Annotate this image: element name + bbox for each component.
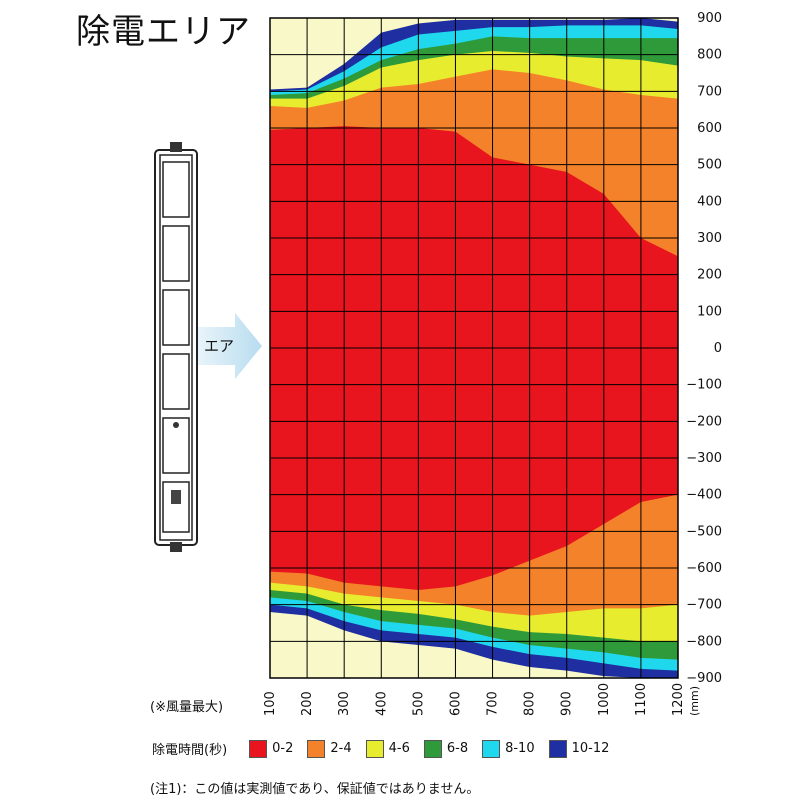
- y-tick-label: 0: [714, 341, 722, 356]
- y-tick-label: 700: [697, 84, 722, 99]
- legend: 除電時間(秒) 0-2 2-4 4-6 6-8 8-10 10-12: [152, 739, 623, 758]
- y-tick-label: 800: [697, 48, 722, 63]
- y-tick-label: 500: [697, 158, 722, 173]
- y-axis-ticks: 900 800 700 600 500 400 300 200 100 0 −100 −200 −300…: [686, 11, 722, 686]
- footnote: (注1)：この値は実測値であり、保証値ではありません。: [150, 782, 480, 797]
- y-tick-label: 400: [697, 194, 722, 209]
- legend-label: 4-6: [388, 741, 410, 756]
- legend-swatch: [482, 739, 501, 758]
- legend-item: 10-12: [548, 739, 610, 758]
- legend-swatch: [423, 739, 442, 758]
- x-tick-label: 1000: [597, 683, 612, 716]
- y-tick-label: −100: [686, 378, 722, 393]
- legend-label: 2-4: [330, 741, 352, 756]
- y-tick-label: −400: [686, 488, 722, 503]
- legend-swatch: [249, 739, 268, 758]
- legend-item: 2-4: [307, 739, 352, 758]
- max-air-note: (※風量最大): [150, 700, 224, 715]
- legend-item: 4-6: [365, 739, 410, 758]
- y-tick-label: −300: [686, 451, 722, 466]
- y-tick-label: −800: [686, 634, 722, 649]
- legend-label: 10-12: [571, 741, 610, 756]
- x-tick-label: 900: [560, 691, 575, 716]
- legend-item: 6-8: [423, 739, 469, 758]
- x-tick-label: 1200: [671, 683, 686, 716]
- x-unit-label: (mm): [688, 686, 701, 716]
- y-tick-label: 100: [697, 304, 722, 319]
- legend-swatch: [307, 739, 326, 758]
- y-tick-label: 600: [697, 121, 722, 136]
- y-tick-label: 300: [697, 231, 722, 246]
- plot-frame: [269, 17, 679, 679]
- x-tick-label: 1100: [634, 683, 649, 716]
- page-title: 除電エリア: [76, 12, 251, 52]
- x-tick-label: 400: [374, 691, 389, 716]
- ionizer-device-illustration: [154, 142, 198, 552]
- y-tick-label: −600: [686, 561, 722, 576]
- legend-label: 6-8: [446, 741, 469, 756]
- air-arrow-icon: [198, 313, 262, 379]
- air-label: エア: [204, 337, 235, 355]
- region-0-2: [270, 126, 678, 591]
- legend-swatch: [365, 739, 384, 758]
- y-tick-label: −700: [686, 598, 722, 613]
- x-tick-label: 200: [300, 691, 315, 716]
- legend-label: 0-2: [272, 741, 294, 756]
- legend-swatch: [548, 739, 567, 758]
- y-tick-label: −200: [686, 414, 722, 429]
- x-tick-label: 700: [486, 691, 501, 716]
- legend-title: 除電時間(秒): [152, 743, 228, 758]
- grid: [269, 17, 679, 679]
- x-tick-label: 100: [263, 691, 278, 716]
- x-tick-label: 800: [523, 691, 538, 716]
- y-tick-label: −900: [686, 671, 722, 686]
- y-tick-label: −500: [686, 524, 722, 539]
- x-tick-label: 300: [337, 691, 352, 716]
- y-tick-label: 200: [697, 268, 722, 283]
- x-tick-label: 600: [448, 691, 463, 716]
- legend-item: 8-10: [482, 739, 535, 758]
- legend-label: 8-10: [505, 741, 535, 756]
- x-axis-ticks: 100 200 300 400 500 600 700 800 900 1000 1100 1200: [263, 683, 686, 716]
- y-tick-label: 900: [697, 11, 722, 26]
- x-tick-label: 500: [411, 691, 426, 716]
- legend-item: 0-2: [249, 739, 294, 758]
